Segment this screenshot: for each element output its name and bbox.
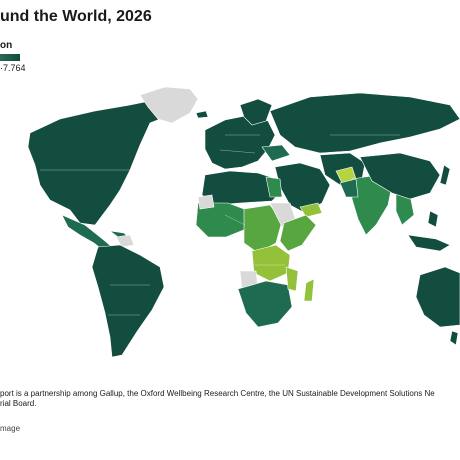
region-iceland [195,110,209,119]
region-madagascar [303,278,315,302]
region-central-africa [243,204,283,254]
footnote: port is a partnership among Gallup, the … [0,389,460,409]
region-russia [269,92,460,154]
world-map [27,86,460,358]
region-mauritania [197,194,215,210]
region-venezuela [115,234,135,248]
region-north-america [27,100,176,226]
region-philippines [427,210,439,228]
region-yemen [299,202,323,218]
region-europe [204,114,276,170]
region-egypt [265,176,283,198]
legend-label: on [0,40,13,51]
region-southern-africa [237,280,293,328]
legend-max-value: ·7.764 [0,63,26,73]
region-greenland [139,86,199,124]
footnote-line-2: rial Board. [0,399,37,408]
footnote-line-1: port is a partnership among Gallup, the … [0,389,435,398]
region-china [359,152,441,200]
region-south-america [91,244,165,358]
region-mozambique [285,266,299,292]
region-new-zealand [449,330,459,346]
region-congo [251,244,291,282]
region-middle-east [274,162,331,214]
region-japan [439,164,451,186]
map-title: und the World, 2026 [0,8,152,25]
image-credit: mage [0,424,21,433]
region-pakistan [339,178,359,198]
region-west-africa [195,202,247,238]
region-australia [415,266,460,328]
region-scandinavia [239,98,273,126]
region-east-africa [279,214,317,252]
region-indonesia [407,234,451,252]
region-eastern-europe [261,144,291,162]
country-borders [40,134,400,316]
legend-color-bar [0,54,20,61]
